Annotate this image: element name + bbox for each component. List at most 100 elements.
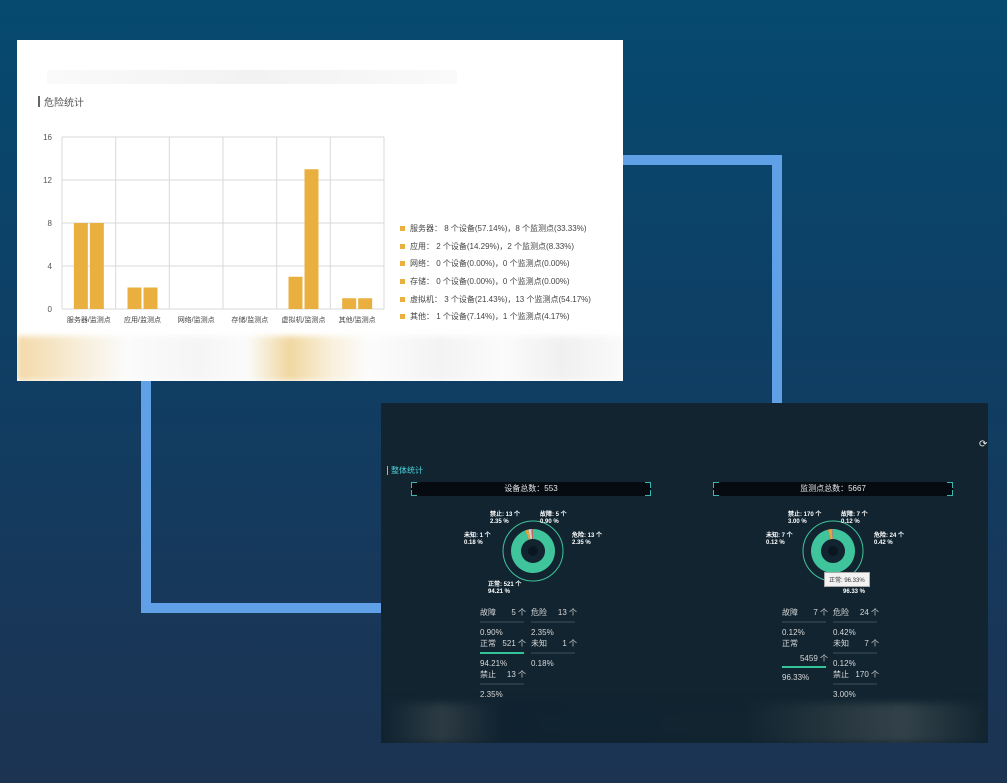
- callout-pct: 0.18 %: [464, 540, 483, 546]
- legend-text: 服务器： 8 个设备(57.14%)，8 个监测点(33.33%): [410, 224, 587, 234]
- bar: [73, 223, 88, 309]
- corner-bracket: [947, 490, 953, 496]
- stat-fault: 故障 7 个 0.12%: [782, 607, 828, 637]
- legend-text: 其他： 1 个设备(7.14%)，1 个监测点(4.17%): [410, 312, 570, 322]
- stat-label: 故障: [480, 608, 496, 617]
- callout-fault: 故障: 7 个 0.12 %: [841, 512, 868, 526]
- corner-bracket: [411, 482, 417, 488]
- stat-label: 禁止: [480, 670, 496, 679]
- donut-slice: [531, 529, 533, 540]
- stat-pct: 0.18%: [531, 659, 554, 668]
- panel-title-text: 危险统计: [44, 98, 84, 109]
- bar: [288, 276, 303, 309]
- stat-bar: [782, 666, 826, 668]
- callout-label: 禁止: 170 个: [788, 512, 822, 518]
- legend-text: 虚拟机： 3 个设备(21.43%)，13 个监测点(54.17%): [410, 294, 591, 304]
- donut-outer-ring: [502, 520, 564, 582]
- bar: [89, 223, 104, 309]
- blurred-header: [47, 70, 457, 84]
- x-tick-label: 服务器/监测点: [67, 315, 111, 324]
- callout-label: 禁止: 13 个: [490, 512, 521, 518]
- callout-disabled: 禁止: 170 个 3.00 %: [788, 512, 821, 526]
- stat-unknown: 未知 1 个 0.18%: [531, 638, 577, 668]
- bar: [358, 298, 373, 309]
- stat-count: 170 个: [855, 670, 879, 679]
- stat-bar: [833, 652, 877, 654]
- legend-item: 存储： 0 个设备(0.00%)，0 个监测点(0.00%): [400, 273, 591, 291]
- point-total-header: 监测点总数：5667: [713, 482, 953, 496]
- stat-normal: 正常 5459 个 96.33%: [782, 638, 828, 682]
- stat-danger: 危险 24 个 0.42%: [833, 607, 879, 637]
- legend-item: 服务器： 8 个设备(57.14%)，8 个监测点(33.33%): [400, 220, 591, 238]
- stat-disabled: 禁止 13 个 2.35%: [480, 669, 526, 699]
- risk-bar-chart: 0 4 8 12 16 服务器/监测点 应用/监测点 网络/监测点 存储/监测点 虚拟机/监测点 其…: [43, 133, 385, 324]
- stat-bar: [833, 683, 877, 685]
- stat-count: 7 个: [813, 608, 828, 617]
- risk-stats-panel: 危险统计 0 4 8 12 16 服务器/监测点 应用/监测点 网络/监测点 存储/监测点 虚拟机…: [17, 40, 623, 381]
- stat-pct: 94.21%: [480, 659, 508, 668]
- stat-bar: [480, 683, 524, 685]
- stat-pct: 0.12%: [782, 628, 805, 637]
- legend-text: 应用： 2 个设备(14.29%)，2 个监测点(8.33%): [410, 241, 575, 251]
- callout-label: 未知: 1 个: [464, 533, 491, 539]
- overall-stats-panel: ⟳ 整体统计 设备总数：553 监测点总数：5667 禁止: 13 个 2.35 …: [381, 403, 988, 743]
- x-tick-label: 其他/监测点: [339, 315, 376, 324]
- x-tick-label: 存储/监测点: [231, 315, 268, 324]
- point-total-text: 监测点总数：5667: [800, 484, 866, 493]
- legend-text: 网络： 0 个设备(0.00%)，0 个监测点(0.00%): [410, 259, 570, 269]
- chart-legend: 服务器： 8 个设备(57.14%)，8 个监测点(33.33%) 应用： 2 …: [400, 220, 591, 326]
- legend-dot: [400, 261, 405, 267]
- refresh-icon[interactable]: ⟳: [979, 439, 988, 450]
- donut-slice: [528, 529, 533, 540]
- title-marker: [387, 466, 388, 475]
- x-tick-label: 网络/监测点: [178, 315, 215, 324]
- callout-label: 故障: 5 个: [540, 512, 567, 518]
- stat-pct: 2.35%: [531, 628, 554, 637]
- stat-bar: [531, 621, 575, 623]
- callout-danger: 危险: 24 个 0.42 %: [874, 533, 904, 547]
- y-tick-label: 12: [43, 176, 52, 185]
- callout-pct: 2.35 %: [490, 519, 509, 525]
- corner-bracket: [947, 482, 953, 488]
- callout-pct: 3.00 %: [788, 519, 807, 525]
- legend-dot: [400, 314, 405, 320]
- corner-bracket: [713, 482, 719, 488]
- callout-danger: 危险: 13 个 2.35 %: [572, 533, 602, 547]
- bar: [304, 169, 319, 309]
- stat-pct: 0.90%: [480, 628, 503, 637]
- point-donut-chart: [802, 520, 864, 582]
- donut-center: [528, 546, 538, 556]
- callout-unknown: 未知: 7 个 0.12 %: [766, 533, 793, 547]
- blurred-footer: [17, 336, 623, 381]
- bar: [342, 298, 357, 309]
- stat-count: 7 个: [864, 639, 879, 648]
- stat-unknown: 未知 7 个 0.12%: [833, 638, 879, 668]
- stat-label: 禁止: [833, 670, 849, 679]
- stat-count: 13 个: [506, 670, 526, 679]
- title-marker: [38, 96, 40, 107]
- stat-disabled: 禁止 170 个 3.00%: [833, 669, 879, 699]
- callout-normal: 正常: 521 个 94.21 %: [488, 582, 521, 596]
- callout-fault: 故障: 5 个 0.90 %: [540, 512, 567, 526]
- bar: [143, 287, 158, 309]
- callout-disabled: 禁止: 13 个 2.35 %: [490, 512, 520, 526]
- x-tick-label: 应用/监测点: [124, 315, 161, 324]
- donut-slice: [511, 529, 555, 573]
- stat-count: 24 个: [859, 608, 879, 617]
- panel-title: 危险统计: [38, 94, 84, 109]
- stat-count: 5459 个: [799, 654, 828, 663]
- donut-tooltip: 正常: 96.33%: [824, 572, 870, 587]
- callout-pct: 0.42 %: [874, 540, 893, 546]
- stat-bar: [531, 652, 575, 654]
- device-total-header: 设备总数：553: [411, 482, 651, 496]
- stat-bar: [833, 621, 877, 623]
- stat-bar: [480, 621, 524, 623]
- callout-label: 未知: 7 个: [766, 533, 793, 539]
- stat-label: 未知: [833, 639, 849, 648]
- legend-dot: [400, 243, 405, 249]
- stat-label: 危险: [531, 608, 547, 617]
- connector-line: [141, 603, 381, 613]
- corner-bracket: [645, 490, 651, 496]
- callout-pct: 0.90 %: [540, 519, 559, 525]
- callout-pct: 0.12 %: [841, 519, 860, 525]
